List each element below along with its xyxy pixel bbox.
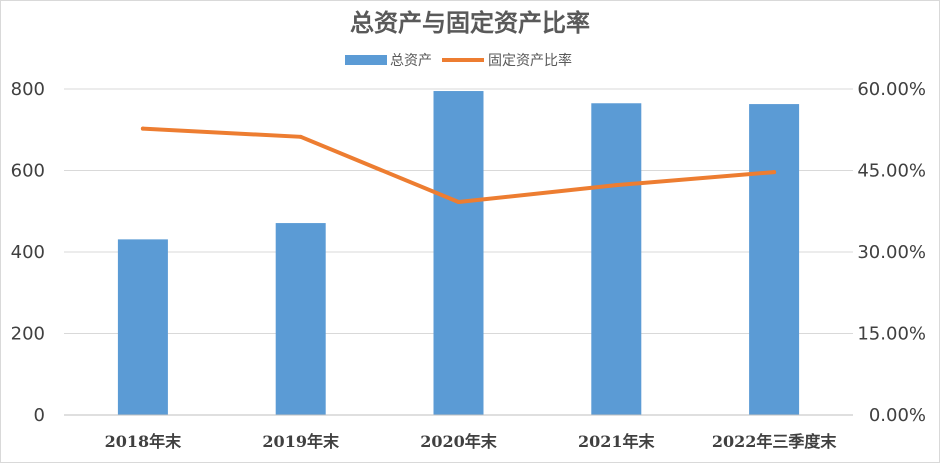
ratio-point [298, 134, 303, 139]
ratio-point [614, 183, 619, 188]
bar [117, 239, 168, 415]
ratio-point [456, 200, 461, 205]
chart-title: 总资产与固定资产比率 [350, 8, 590, 37]
x-tick-label: 2020年末 [420, 432, 498, 451]
bar [749, 104, 800, 415]
bar-series [117, 91, 800, 415]
bar [433, 91, 484, 415]
y-left-tick-label: 800 [11, 79, 45, 100]
legend: 总资产 固定资产比率 [345, 52, 572, 69]
legend-label-bar: 总资产 [390, 53, 432, 69]
bar [591, 103, 642, 415]
x-tick-label: 2022年三季度末 [712, 432, 838, 451]
y-right-tick-label: 30.00% [857, 242, 926, 263]
y-right-tick-label: 60.00% [857, 79, 926, 100]
legend-swatch-bar [345, 55, 387, 65]
axes: 0 200 400 600 800 0.00% 15.00% 30.00% 45.00% 60.0… [11, 79, 926, 451]
x-tick-label: 2021年末 [578, 432, 656, 451]
ratio-point [140, 126, 145, 131]
y-left-tick-label: 600 [11, 161, 45, 182]
legend-label-line: 固定资产比率 [488, 52, 572, 69]
bar [275, 223, 326, 415]
line-series [140, 126, 777, 205]
y-left-tick-label: 200 [11, 324, 45, 345]
x-tick-label: 2019年末 [262, 432, 340, 451]
y-right-tick-label: 15.00% [857, 324, 926, 345]
ratio-point [772, 170, 777, 175]
y-right-tick-label: 45.00% [857, 161, 926, 182]
y-left-tick-label: 400 [11, 242, 45, 263]
x-tick-label: 2018年末 [105, 432, 183, 451]
y-right-tick-label: 0.00% [869, 405, 926, 426]
y-left-tick-label: 0 [34, 405, 45, 426]
